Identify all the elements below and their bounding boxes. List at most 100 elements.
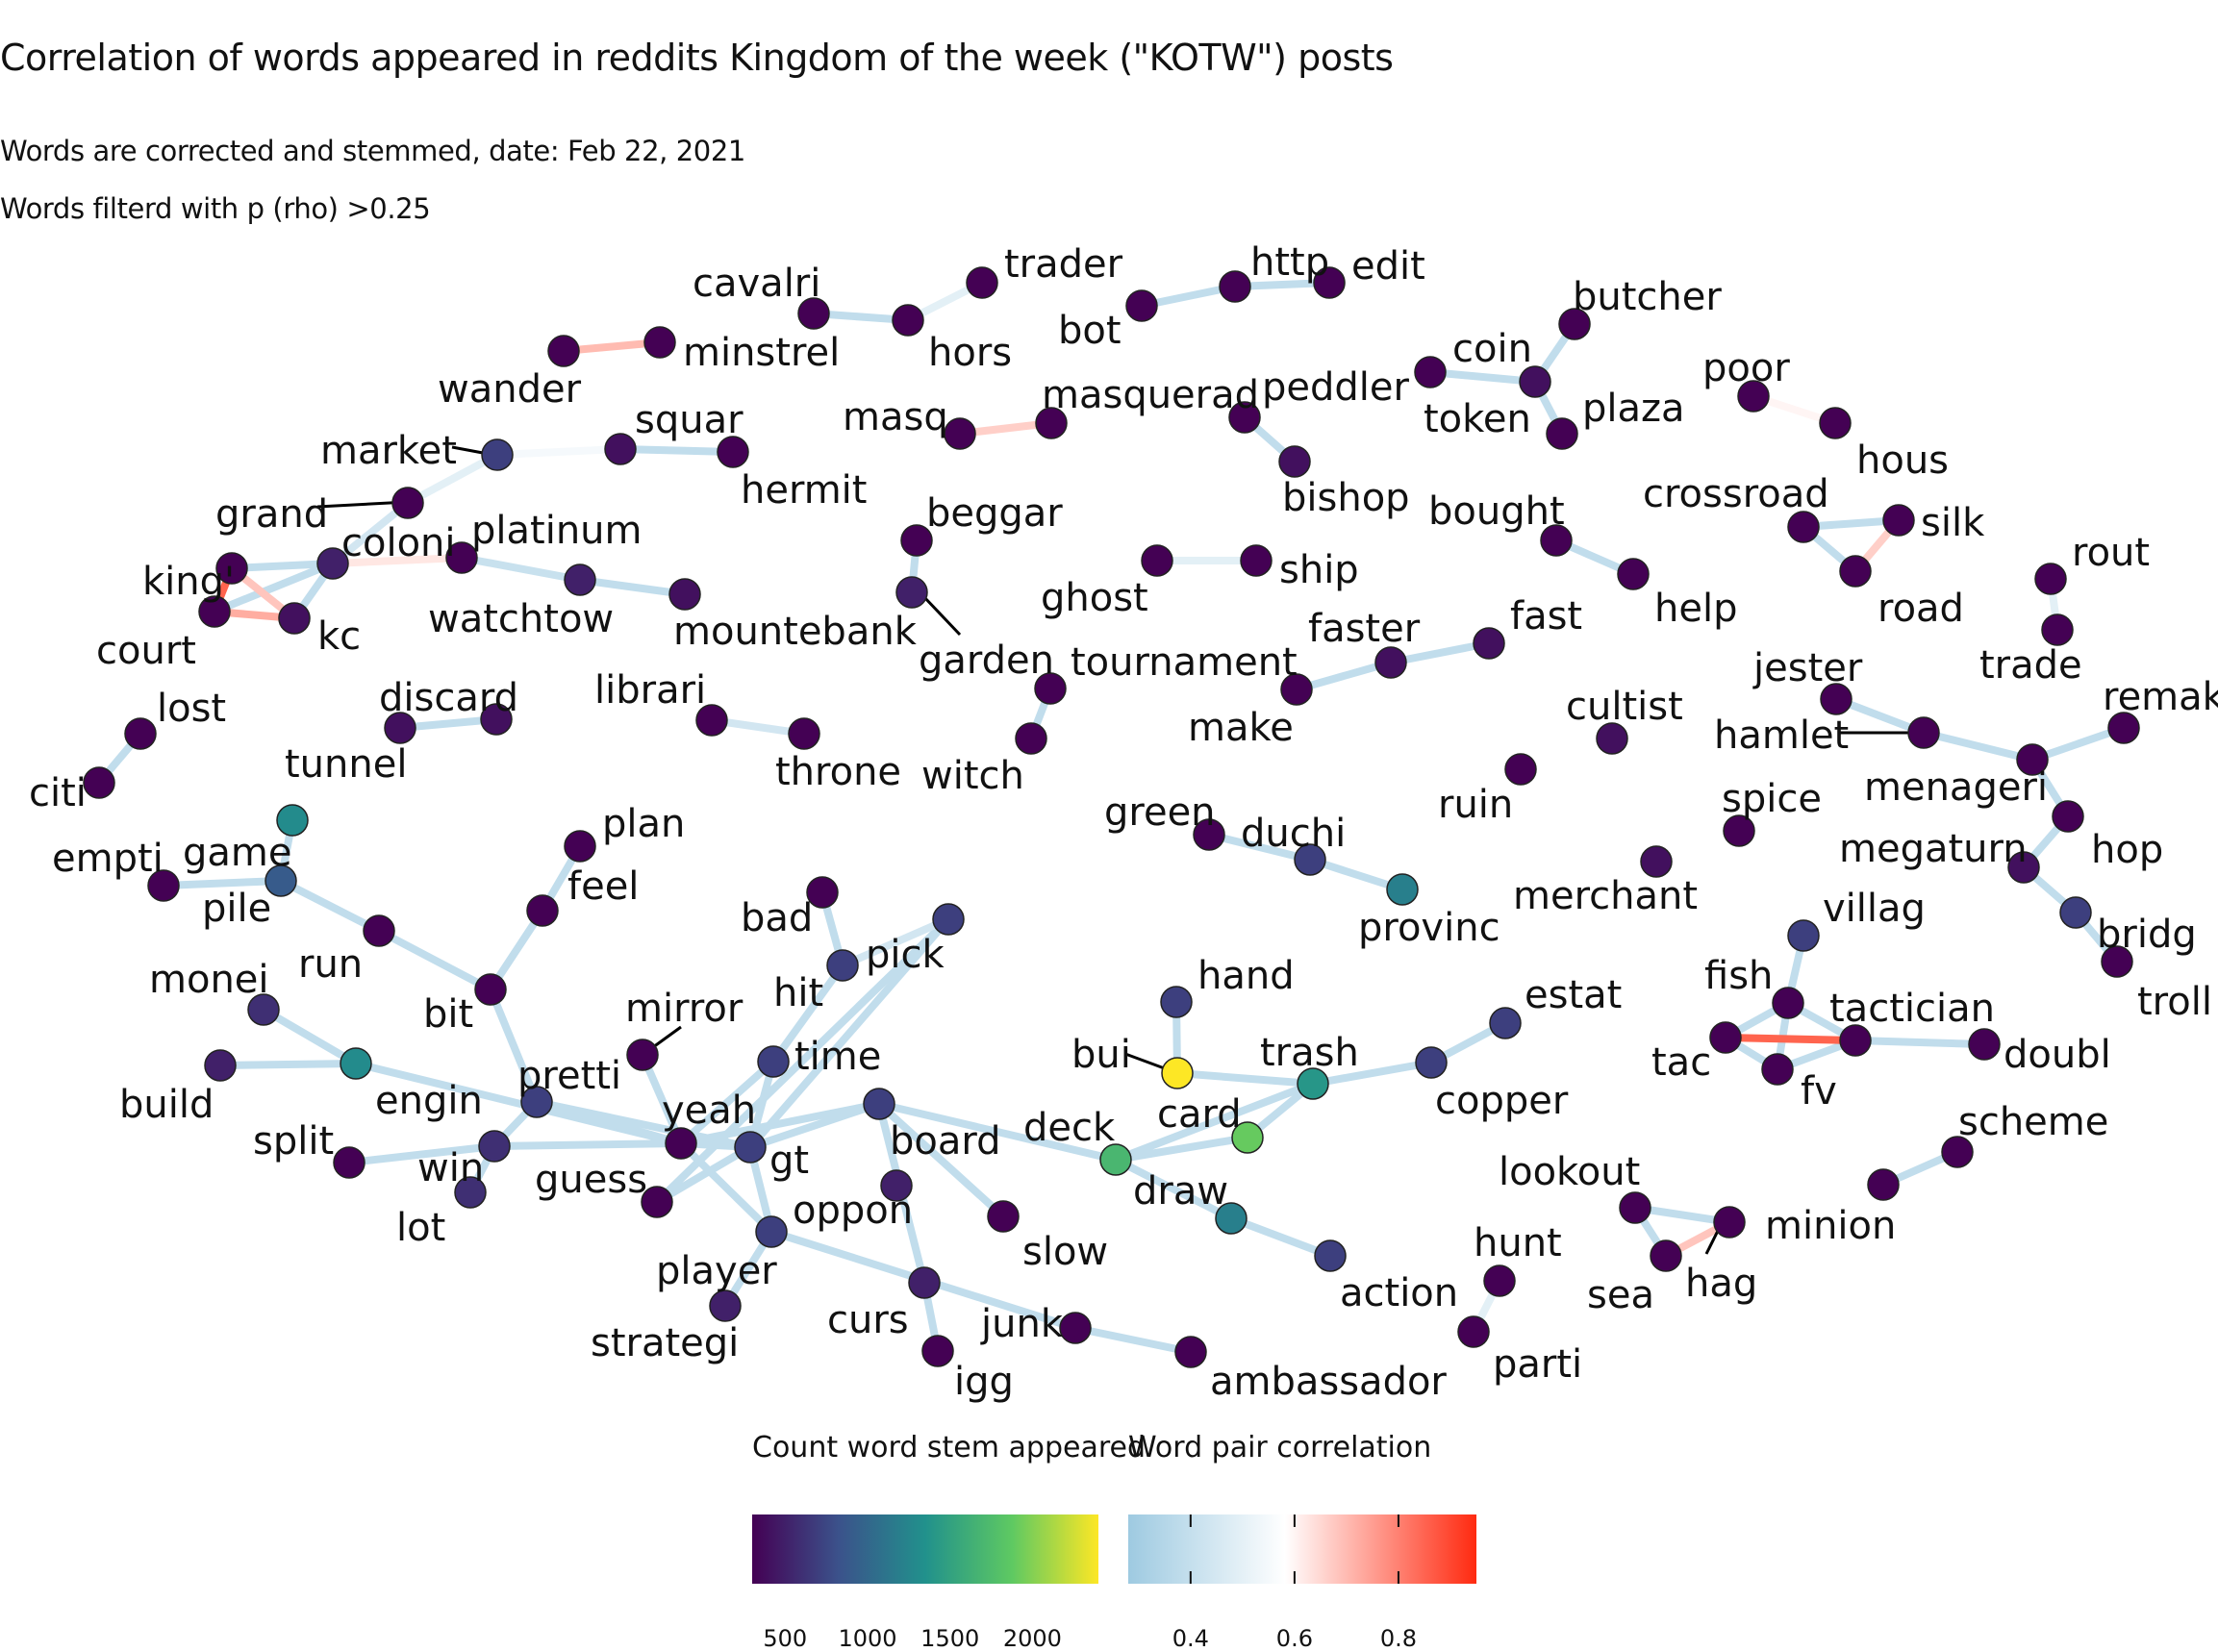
edge-board-slow [875, 1100, 1007, 1220]
node-label-action: action [1340, 1271, 1458, 1315]
node-hit [757, 1045, 790, 1078]
correlation-tick-label: 0.4 [1172, 1625, 1209, 1652]
node-label-bot: bot [1058, 309, 1122, 353]
node-witch [1015, 722, 1047, 755]
edge-watchtow-mountebank [576, 576, 689, 598]
node-estat [1489, 1007, 1522, 1039]
node-squar [604, 433, 637, 465]
node-layer [83, 266, 2140, 1368]
node-pretti [520, 1086, 553, 1118]
label-pointer-garden [921, 594, 962, 637]
node-megaturn [2007, 851, 2040, 884]
node-cultist [1596, 722, 1628, 755]
edge-king-coloni [228, 560, 337, 572]
node-label-throne: throne [775, 750, 901, 794]
count-tick-label: 500 [763, 1625, 807, 1652]
edge-hamlet-menageri [1920, 729, 2036, 763]
node-label-silk: silk [1921, 501, 1985, 545]
node-label-bridg: bridg [2097, 913, 2197, 957]
edge-monei-engin [260, 1006, 360, 1067]
node-minion [1867, 1168, 1900, 1201]
node-green [1193, 818, 1225, 851]
edge-deck-trash [1112, 1080, 1317, 1164]
node-yeah [665, 1127, 697, 1160]
node-label-make: make [1188, 706, 1294, 750]
node-bui [1161, 1057, 1194, 1089]
node-label-troll: troll [2137, 980, 2212, 1024]
node-throne [788, 717, 820, 750]
node-mirror [626, 1039, 659, 1071]
node-sea [1650, 1239, 1682, 1272]
node-label-copper: copper [1435, 1079, 1569, 1123]
node-label-court: court [96, 629, 196, 673]
count-tick-label: 1000 [838, 1625, 896, 1652]
chart-title: Correlation of words appeared in reddits… [0, 37, 1394, 79]
node-gt [734, 1131, 767, 1164]
edge-yeah-oppon [677, 1139, 775, 1236]
node-label-cavalri: cavalri [693, 262, 820, 306]
node-label-grand: grand [215, 492, 328, 537]
edge-empti-pile [160, 877, 285, 889]
node-label-guess: guess [535, 1158, 647, 1202]
node-label-deck: deck [1023, 1106, 1116, 1150]
node-label-scheme: scheme [1958, 1100, 2108, 1144]
node-pile [265, 864, 297, 897]
node-label-beggar: beggar [926, 491, 1063, 536]
node-label-road: road [1878, 587, 1964, 631]
chart-subtitle-date: Words are corrected and stemmed, date: F… [0, 135, 745, 167]
node-label-tac: tac [1651, 1040, 1711, 1085]
node-jester [1820, 683, 1853, 715]
node-label-hop: hop [2091, 828, 2163, 872]
node-label-bad: bad [741, 896, 813, 940]
node-label-market: market [320, 429, 457, 473]
edge-bit-pretti [487, 986, 541, 1106]
node-empti [147, 869, 180, 902]
node-spice [1723, 814, 1755, 847]
node-label-faster: faster [1308, 607, 1421, 651]
node-beggar [900, 524, 933, 557]
node-oppon [755, 1215, 788, 1248]
node-silk [1882, 504, 1915, 537]
node-label-fast: fast [1510, 594, 1582, 638]
node-label-menageri: menageri [1864, 765, 2048, 810]
node-label-fv: fv [1801, 1069, 1837, 1114]
node-label-player: player [656, 1249, 777, 1293]
node-bot [1125, 289, 1158, 322]
node-platinum [445, 541, 478, 574]
node-poor [1737, 380, 1770, 413]
label-layer: cavalri hors trader bot http edit butcher coin t… [29, 240, 2218, 1404]
node-discard [384, 712, 416, 744]
count-tick-label: 1500 [920, 1625, 979, 1652]
node-label-peddler: peddler [1262, 365, 1410, 410]
chart-subtitle-filter: Words filterd with p (rho) >0.25 [0, 192, 431, 225]
node-label-hit: hit [773, 971, 823, 1015]
count-legend-title: Count word stem appeared [752, 1431, 1146, 1464]
node-label-sea: sea [1587, 1273, 1654, 1317]
node-label-trash: trash [1260, 1031, 1359, 1075]
node-coloni [316, 547, 349, 580]
node-faster [1374, 646, 1407, 679]
node-label-plan: plan [602, 802, 685, 846]
node-label-monei: monei [149, 958, 269, 1002]
node-card [1231, 1121, 1264, 1154]
node-label-hermit: hermit [741, 468, 867, 513]
node-ship [1240, 544, 1273, 577]
correlation-tick-label: 0.6 [1276, 1625, 1313, 1652]
node-label-card: card [1157, 1092, 1242, 1137]
node-label-time: time [794, 1035, 881, 1079]
edge-win-yeah [491, 1139, 685, 1150]
node-label-strategi: strategi [591, 1321, 739, 1365]
node-butcher [1558, 308, 1591, 340]
node-label-bit: bit [423, 992, 473, 1037]
edge-faster-make [1293, 659, 1395, 693]
node-label-squar: squar [635, 398, 744, 442]
node-label-merchant: merchant [1513, 874, 1698, 918]
node-monei [247, 993, 280, 1026]
node-label-pile: pile [202, 887, 271, 931]
node-label-rout: rout [2072, 531, 2150, 575]
node-label-gt: gt [769, 1139, 809, 1183]
node-king [215, 552, 248, 585]
node-label-platinum: platinum [471, 509, 642, 553]
node-label-engin: engin [375, 1079, 483, 1123]
node-hermit [717, 436, 749, 468]
